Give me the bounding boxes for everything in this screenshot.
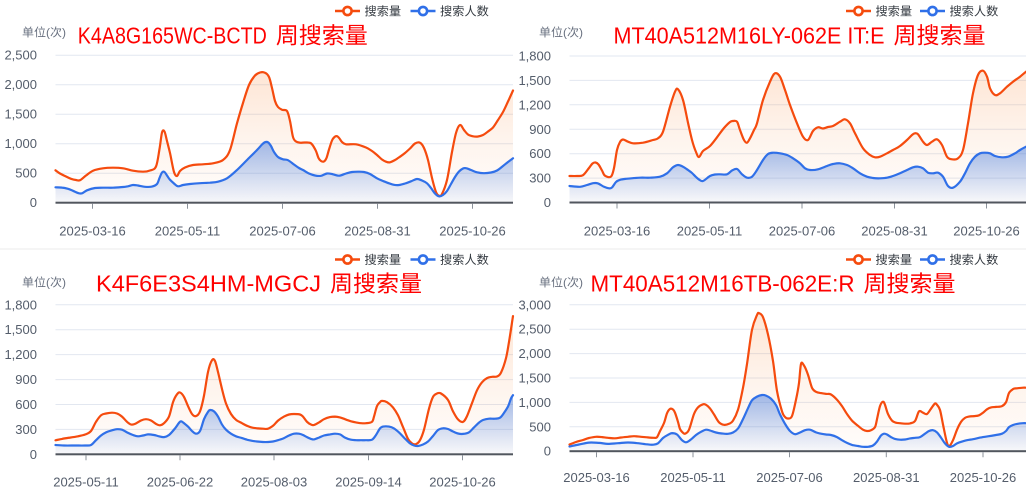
svg-text:): ) (62, 26, 66, 40)
svg-text:2025-03-16: 2025-03-16 (584, 224, 651, 239)
svg-text:1,200: 1,200 (518, 97, 551, 112)
svg-text:1,500: 1,500 (4, 322, 37, 337)
svg-text:2025-03-16: 2025-03-16 (59, 224, 126, 239)
svg-text:1,800: 1,800 (518, 49, 551, 64)
svg-text:2025-08-31: 2025-08-31 (853, 470, 920, 485)
svg-text:0: 0 (544, 195, 551, 210)
svg-text:2,000: 2,000 (4, 77, 37, 92)
svg-text:2025-07-06: 2025-07-06 (756, 470, 823, 485)
svg-text:K4A8G165WC-BCTD: K4A8G165WC-BCTD (78, 23, 267, 49)
svg-text:900: 900 (529, 122, 551, 137)
svg-text:3,000: 3,000 (518, 297, 551, 312)
svg-text:600: 600 (529, 146, 551, 161)
svg-text:1,800: 1,800 (4, 297, 37, 312)
svg-text:1,000: 1,000 (518, 395, 551, 410)
svg-text:(: ( (563, 276, 567, 290)
svg-text:2025-07-06: 2025-07-06 (249, 224, 316, 239)
svg-text:300: 300 (529, 171, 551, 186)
svg-text:2025-08-03: 2025-08-03 (241, 474, 308, 489)
svg-text:K4F6E3S4HM-MGCJ: K4F6E3S4HM-MGCJ (96, 271, 321, 297)
svg-text:300: 300 (15, 422, 37, 437)
svg-text:600: 600 (15, 397, 37, 412)
svg-text:1,200: 1,200 (4, 347, 37, 362)
svg-text:1,000: 1,000 (4, 136, 37, 151)
svg-text:): ) (579, 276, 583, 290)
svg-text:2025-08-31: 2025-08-31 (861, 224, 928, 239)
svg-text:0: 0 (30, 195, 37, 210)
svg-text:(: ( (46, 276, 50, 290)
svg-text:(: ( (46, 26, 50, 40)
svg-text:2025-10-26: 2025-10-26 (429, 474, 496, 489)
svg-text:2025-09-14: 2025-09-14 (335, 474, 402, 489)
svg-text:): ) (62, 276, 66, 290)
svg-text:2025-03-16: 2025-03-16 (563, 470, 630, 485)
svg-text:1,500: 1,500 (518, 73, 551, 88)
svg-text:1,500: 1,500 (4, 107, 37, 122)
svg-text:2025-06-22: 2025-06-22 (147, 474, 214, 489)
svg-text:500: 500 (529, 419, 551, 434)
svg-text:2,500: 2,500 (4, 48, 37, 63)
svg-text:2025-10-26: 2025-10-26 (953, 224, 1020, 239)
svg-text:0: 0 (30, 447, 37, 462)
svg-text:2025-10-26: 2025-10-26 (439, 224, 506, 239)
svg-text:2,500: 2,500 (518, 322, 551, 337)
svg-text:2,000: 2,000 (518, 346, 551, 361)
svg-text:MT40A512M16LY-062E IT:E: MT40A512M16LY-062E IT:E (614, 23, 885, 49)
svg-text:1,500: 1,500 (518, 371, 551, 386)
svg-text:0: 0 (544, 444, 551, 459)
svg-text:500: 500 (15, 166, 37, 181)
svg-text:900: 900 (15, 372, 37, 387)
svg-text:2025-08-31: 2025-08-31 (344, 224, 411, 239)
svg-text:(: ( (563, 26, 567, 40)
svg-text:2025-10-26: 2025-10-26 (950, 470, 1017, 485)
svg-text:2025-05-11: 2025-05-11 (155, 224, 221, 239)
svg-text:): ) (579, 26, 583, 40)
svg-text:MT40A512M16TB-062E:R: MT40A512M16TB-062E:R (591, 271, 855, 297)
svg-text:2025-05-11: 2025-05-11 (660, 470, 726, 485)
svg-text:2025-05-11: 2025-05-11 (677, 224, 743, 239)
svg-text:2025-07-06: 2025-07-06 (769, 224, 836, 239)
svg-text:2025-05-11: 2025-05-11 (53, 474, 119, 489)
